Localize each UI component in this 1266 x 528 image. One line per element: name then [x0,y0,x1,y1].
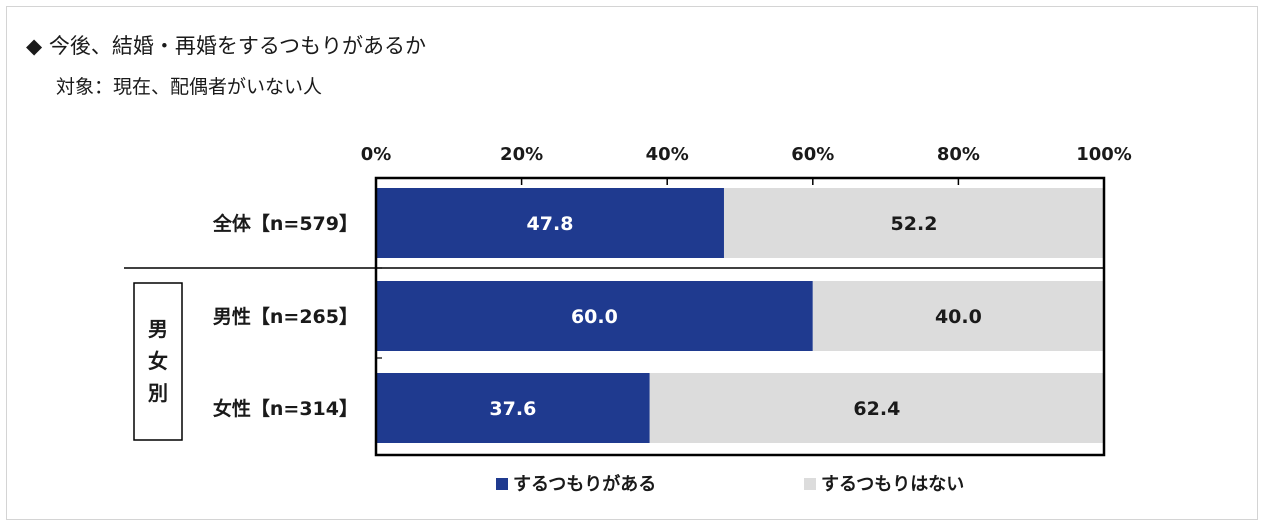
plot-area-border [374,176,1106,457]
group-label-frame [133,282,183,441]
x-tick-label: 80% [937,144,980,165]
bar-segment [812,281,1104,351]
bar-segment [376,188,724,258]
bar-segment [376,373,650,443]
x-tick-label: 40% [646,144,689,165]
data-label: 62.4 [853,398,900,420]
category-label: 全体【n=579】 [212,212,358,235]
category-label: 女性【n=314】 [213,397,358,420]
x-axis-ticks: 0% 20% 40% 60% 80% 100% [361,144,1132,359]
group-label-box: 男女別 [133,282,183,441]
category-label: 男性【n=265】 [213,305,358,328]
bar-segment [649,373,1104,443]
bar-segment [376,281,813,351]
x-tick-label: 60% [791,144,834,165]
data-label: 60.0 [571,306,618,328]
group-label-char: 女 [148,349,168,373]
group-label-char: 別 [148,381,168,405]
x-tick-label: 100% [1076,144,1132,165]
data-label: 37.6 [489,398,536,420]
bars: 47.8 52.2 60.0 40.0 37.6 62.4 [376,188,1104,443]
legend-label: するつもりはない [821,474,964,495]
chart-title: ◆ 今後、結婚・再婚をするつもりがあるか [26,34,426,58]
x-tick-label: 0% [361,144,392,165]
legend-swatch [804,478,816,490]
legend: するつもりがある するつもりはない [496,473,964,495]
chart-subtitle: 対象：現在、配偶者がいない人 [56,76,323,98]
legend-swatch [496,478,508,490]
data-label: 47.8 [527,213,574,235]
category-labels: 全体【n=579】男性【n=265】女性【n=314】 [212,212,358,420]
data-label: 52.2 [891,213,938,235]
data-label: 40.0 [935,306,982,328]
legend-label: するつもりがある [513,473,656,495]
group-label-char: 男 [148,317,168,341]
bar-segment [723,188,1104,258]
x-tick-label: 20% [500,144,543,165]
